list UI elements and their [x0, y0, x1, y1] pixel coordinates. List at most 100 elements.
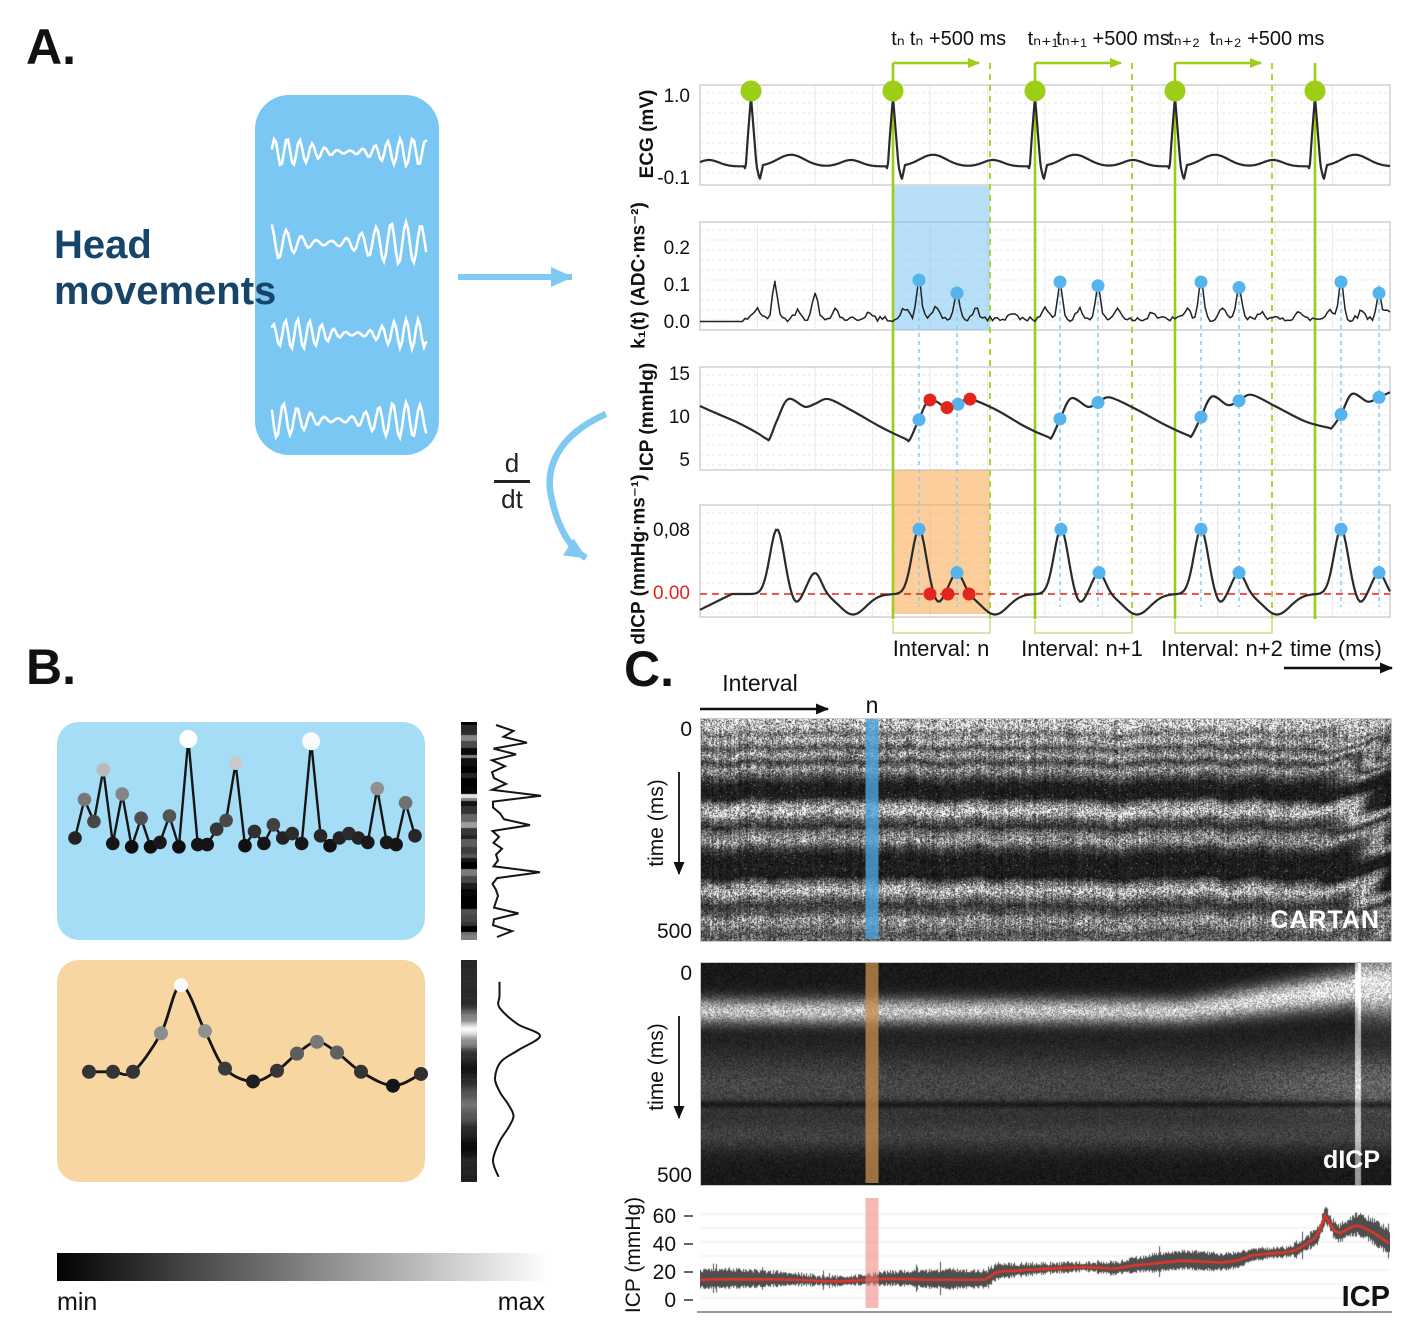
icp-red-dot: [923, 393, 937, 407]
discrete-signal-dot: [77, 792, 92, 807]
cartan-waterfall-image: [700, 718, 1392, 942]
k1-peak-dot: [1372, 286, 1386, 300]
plot-grid: [699, 504, 1391, 618]
discrete-signal-dot: [179, 730, 198, 748]
smooth-signal-dot: [174, 978, 188, 993]
icp-blue-dot: [1053, 412, 1067, 426]
dicp-tick-008: 0,08: [653, 520, 690, 541]
discrete-signal-dot: [209, 822, 224, 836]
icp-tick-10: 10: [668, 407, 690, 428]
smooth-signal-dot: [126, 1064, 140, 1079]
dicp-peak-dot: [1194, 522, 1208, 536]
discrete-signal-dot: [124, 840, 139, 854]
ecg-tick-bottom: -0.1: [657, 168, 690, 189]
discrete-signal-rotated: [488, 724, 542, 938]
head-movement-waveform: [270, 217, 428, 267]
k1-tick-00: 0.0: [663, 312, 690, 333]
r-peak-dot: [1164, 80, 1186, 102]
dicpmap-time-start: 0: [680, 962, 692, 985]
r-peak-dot: [740, 80, 762, 102]
icp-blue-dot: [1091, 396, 1105, 410]
head-movement-waveform: [270, 134, 428, 169]
smooth-signal-box: [57, 960, 425, 1182]
timing-label-tn2-500: tₙ₊₂ +500 ms: [1209, 28, 1325, 50]
smooth-signal-dot: [154, 1026, 168, 1041]
r-peak-dot: [1304, 80, 1326, 102]
icptrend-label: ICP: [1341, 1281, 1390, 1313]
k1-trace: [700, 278, 1391, 323]
fraction-bar: [494, 480, 530, 483]
icptrend-tick-0: 0: [664, 1289, 676, 1312]
dicp-zero-dot: [923, 587, 937, 601]
derivative-arrow: [546, 411, 608, 561]
discrete-signal-dot: [257, 836, 271, 851]
k1-peak-dot: [1334, 275, 1348, 289]
discrete-signal-dot: [294, 836, 309, 851]
smooth-signal-dot: [106, 1064, 120, 1079]
r-peak-dot: [1024, 80, 1046, 102]
icp-blue-dot: [1372, 390, 1386, 404]
discrete-signal-dot: [266, 818, 281, 832]
smooth-signal-vertical-strip: [461, 960, 477, 1182]
interval-n1-label: Interval: n+1: [1021, 636, 1143, 661]
discrete-signal-dot: [247, 824, 262, 839]
interval-n2-label: Interval: n+2: [1161, 636, 1283, 661]
dicp-zero-dot: [941, 587, 955, 601]
interval-bracket: [1034, 620, 1133, 634]
smooth-signal-dot: [386, 1078, 400, 1093]
dicp-peak-dot: [1372, 566, 1386, 580]
discrete-signal-dot: [162, 809, 177, 823]
discrete-signal-dot: [172, 840, 186, 854]
discrete-signal-dot: [323, 838, 337, 853]
discrete-signal-dot: [96, 763, 111, 777]
head-movements-title: Head movements: [54, 223, 277, 313]
k1-peak-dot: [912, 273, 926, 287]
smooth-signal-dot: [414, 1066, 428, 1081]
interval-n-stripe-dicp: [865, 963, 879, 1183]
dicp-zero-dot: [962, 587, 976, 601]
k1-peak-dot: [950, 286, 964, 300]
dicp-waterfall-image: [700, 962, 1392, 1186]
head-movements-box: [255, 95, 439, 455]
r-peak-dot: [882, 80, 904, 102]
interval-n-label: Interval: n: [892, 636, 990, 661]
timing-label-tn-500: tₙ +500 ms: [909, 28, 1007, 50]
discrete-signal-box: [57, 722, 425, 940]
icp-red-dot: [940, 401, 954, 415]
grayscale-colorbar: [57, 1253, 545, 1281]
discrete-signal-dot: [200, 837, 215, 852]
timing-label-tn2: tₙ₊₂: [1168, 28, 1200, 50]
dicp-peak-dot: [1232, 566, 1246, 580]
smooth-signal-rotated: [491, 981, 541, 1178]
smooth-signal-dot: [82, 1064, 96, 1079]
smooth-signal-dot: [198, 1024, 212, 1039]
discrete-signal-dot: [87, 814, 101, 829]
dicp-peak-dot: [1334, 522, 1348, 536]
ecg-tick-top: 1.0: [663, 86, 690, 107]
timing-label-tn: tₙ: [891, 28, 905, 50]
smooth-signal-dot: [270, 1063, 284, 1078]
dicp-peak-dot: [912, 522, 926, 536]
dicpmap-time-end: 500: [656, 1164, 692, 1187]
smooth-signal-dot: [354, 1064, 368, 1079]
panel-c-label: C.: [624, 641, 674, 697]
icp-tick-15: 15: [668, 364, 690, 385]
derivative-numerator: d: [504, 448, 520, 478]
dicp-peak-dot: [950, 566, 964, 580]
dicp-trace: [699, 528, 1391, 616]
interval-bracket: [1174, 620, 1273, 634]
smooth-signal-dot: [330, 1045, 344, 1060]
time-axis-label: time (ms): [1290, 636, 1382, 661]
discrete-signal-dot: [238, 838, 252, 853]
interval-n-highlight-k1: [893, 186, 990, 330]
icp-blue-dot: [1232, 394, 1246, 408]
icp-tick-5: 5: [679, 450, 690, 471]
smooth-signal-dot: [310, 1034, 324, 1049]
discrete-signal-dot: [302, 732, 321, 751]
k1-tick-02: 0.2: [663, 238, 690, 259]
dicp-tick-000: 0.00: [653, 583, 690, 604]
icp-blue-dot: [951, 397, 965, 411]
icp-trace: [699, 391, 1391, 443]
interval-n-marker: n: [865, 692, 879, 718]
